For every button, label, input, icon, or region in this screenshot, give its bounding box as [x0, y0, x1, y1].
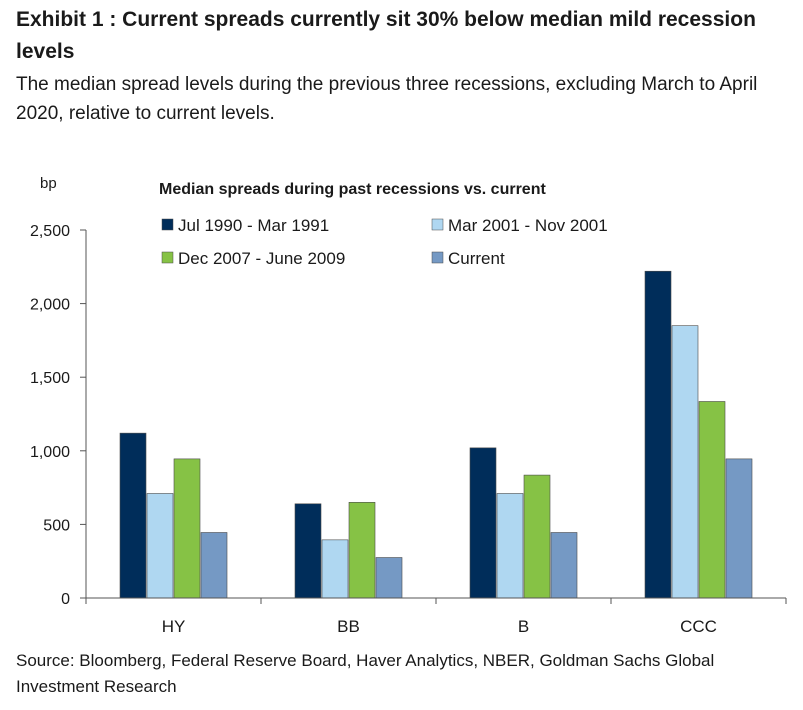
x-tick-label: B: [518, 617, 529, 636]
bar: [146, 493, 174, 599]
x-tick-label: CCC: [680, 617, 717, 636]
chart-legend: Jul 1990 - Mar 1991 Mar 2001 - Nov 2001 De…: [161, 216, 608, 268]
bar-chart: bp Median spreads during past recessions…: [30, 175, 787, 636]
chart-container: bp Median spreads during past recessions…: [0, 160, 803, 650]
legend-swatch: [161, 251, 174, 264]
bar-series-group: [119, 270, 753, 599]
bar: [294, 503, 322, 599]
x-axis: HY BB B CCC: [85, 597, 787, 636]
x-tick-label: HY: [162, 617, 186, 636]
y-tick-label: 2,500: [30, 223, 70, 240]
bar: [644, 270, 672, 599]
chart-title: Median spreads during past recessions vs…: [159, 181, 546, 198]
y-axis-unit-label: bp: [40, 175, 57, 192]
bar: [469, 447, 497, 599]
y-tick-label: 1,000: [30, 444, 70, 461]
bar: [725, 458, 753, 599]
legend-label: Jul 1990 - Mar 1991: [178, 216, 329, 235]
y-tick-label: 2,000: [30, 297, 70, 314]
legend-swatch: [431, 251, 444, 264]
source-note: Source: Bloomberg, Federal Reserve Board…: [16, 651, 715, 696]
legend-label: Dec 2007 - June 2009: [178, 249, 345, 268]
bar: [200, 532, 228, 599]
bar: [550, 532, 578, 599]
bar: [671, 325, 699, 599]
legend-label: Current: [448, 249, 505, 268]
legend-label: Mar 2001 - Nov 2001: [448, 216, 608, 235]
exhibit-title: Exhibit 1 : Current spreads currently si…: [16, 8, 756, 63]
bar: [119, 432, 147, 599]
y-axis: 0 500 1,000 1,500 2,000 2,500: [30, 223, 87, 608]
legend-swatch: [161, 218, 174, 231]
y-tick-label: 1,500: [30, 370, 70, 387]
bar: [375, 557, 403, 599]
bar: [496, 493, 524, 599]
x-tick-label: BB: [337, 617, 360, 636]
exhibit-subtitle: The median spread levels during the prev…: [16, 74, 758, 124]
y-tick-label: 500: [43, 517, 70, 534]
y-tick-label: 0: [61, 591, 70, 608]
bar: [173, 458, 201, 599]
bar: [698, 401, 726, 599]
legend-swatch: [431, 218, 444, 231]
bar: [523, 474, 551, 599]
bar: [321, 539, 349, 599]
bar: [348, 502, 376, 599]
